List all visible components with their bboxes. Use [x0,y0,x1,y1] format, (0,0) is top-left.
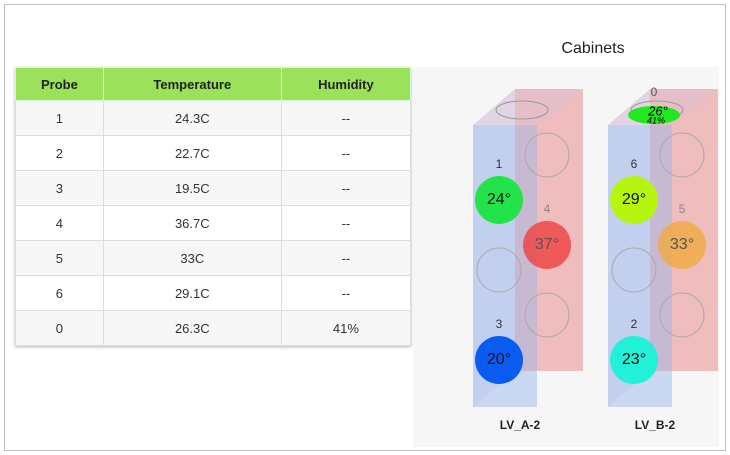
probe-reading: 23° [622,351,646,368]
probe-id: 3 [496,317,503,331]
probe-id: 0 [651,85,658,99]
cabinet-name: LV_B-2 [635,418,676,432]
probe-id: 1 [496,157,503,171]
probe-humidity: 41% [647,115,665,125]
probe-id: 4 [544,202,551,216]
probe-reading: 24° [487,191,511,208]
probe-id: 2 [631,317,638,331]
probe-reading: 37° [535,236,559,253]
cabinet-name: LV_A-2 [500,418,541,432]
probe-id: 5 [679,202,686,216]
cabinets-title: Cabinets [561,40,624,57]
cabinets-view: Cabinets 1 24° 4 37° 3 20° LV_A-2 6 29° 5 33° 2 23° 0… [5,5,725,450]
probe-id: 6 [631,157,638,171]
probe-reading: 20° [487,351,511,368]
probe-reading: 33° [670,236,694,253]
probe-reading: 29° [622,191,646,208]
